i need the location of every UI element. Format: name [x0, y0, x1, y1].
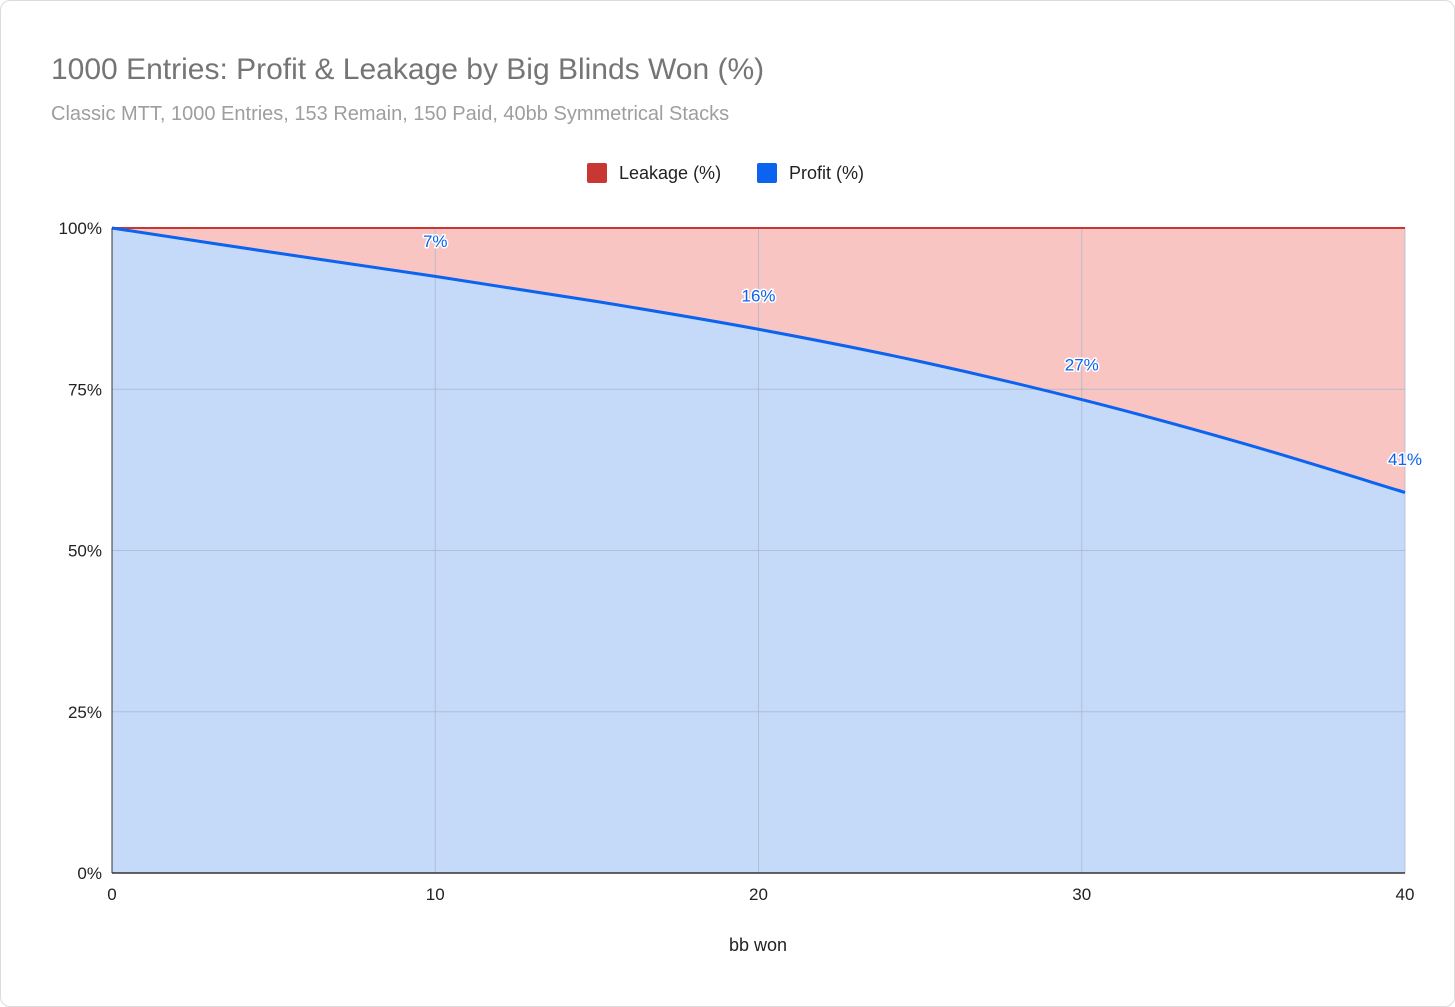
- data-label: 41%: [1388, 450, 1422, 469]
- y-tick-label: 75%: [68, 380, 102, 399]
- data-label: 27%: [1065, 356, 1099, 375]
- profit-line: [111, 226, 1406, 494]
- legend-swatch-leakage: [587, 163, 607, 183]
- legend-swatch-profit: [757, 163, 777, 183]
- x-tick-label: 30: [1072, 885, 1091, 904]
- y-tick-label: 50%: [68, 542, 102, 561]
- data-label: 16%: [741, 287, 775, 306]
- x-tick-label: 0: [107, 885, 116, 904]
- data-label: 7%: [423, 232, 448, 251]
- x-tick-label: 10: [426, 885, 445, 904]
- legend-label-profit: Profit (%): [789, 163, 864, 183]
- legend: Leakage (%) Profit (%): [587, 163, 864, 183]
- x-tick-label: 40: [1396, 885, 1415, 904]
- legend-label-leakage: Leakage (%): [619, 163, 721, 183]
- chart-title: 1000 Entries: Profit & Leakage by Big Bl…: [51, 53, 765, 86]
- x-tick-label: 20: [749, 885, 768, 904]
- series-lines: [111, 226, 1406, 494]
- data-labels: 7% 16% 27% 41%: [421, 230, 1423, 470]
- x-axis-title: bb won: [729, 935, 787, 955]
- y-tick-label: 0%: [77, 864, 102, 883]
- y-tick-label: 25%: [68, 703, 102, 722]
- axes: 0% 25% 50% 75% 100% 0 10 20 30 40: [59, 219, 1415, 904]
- y-tick-label: 100%: [59, 219, 102, 238]
- chart-subtitle: Classic MTT, 1000 Entries, 153 Remain, 1…: [51, 103, 730, 125]
